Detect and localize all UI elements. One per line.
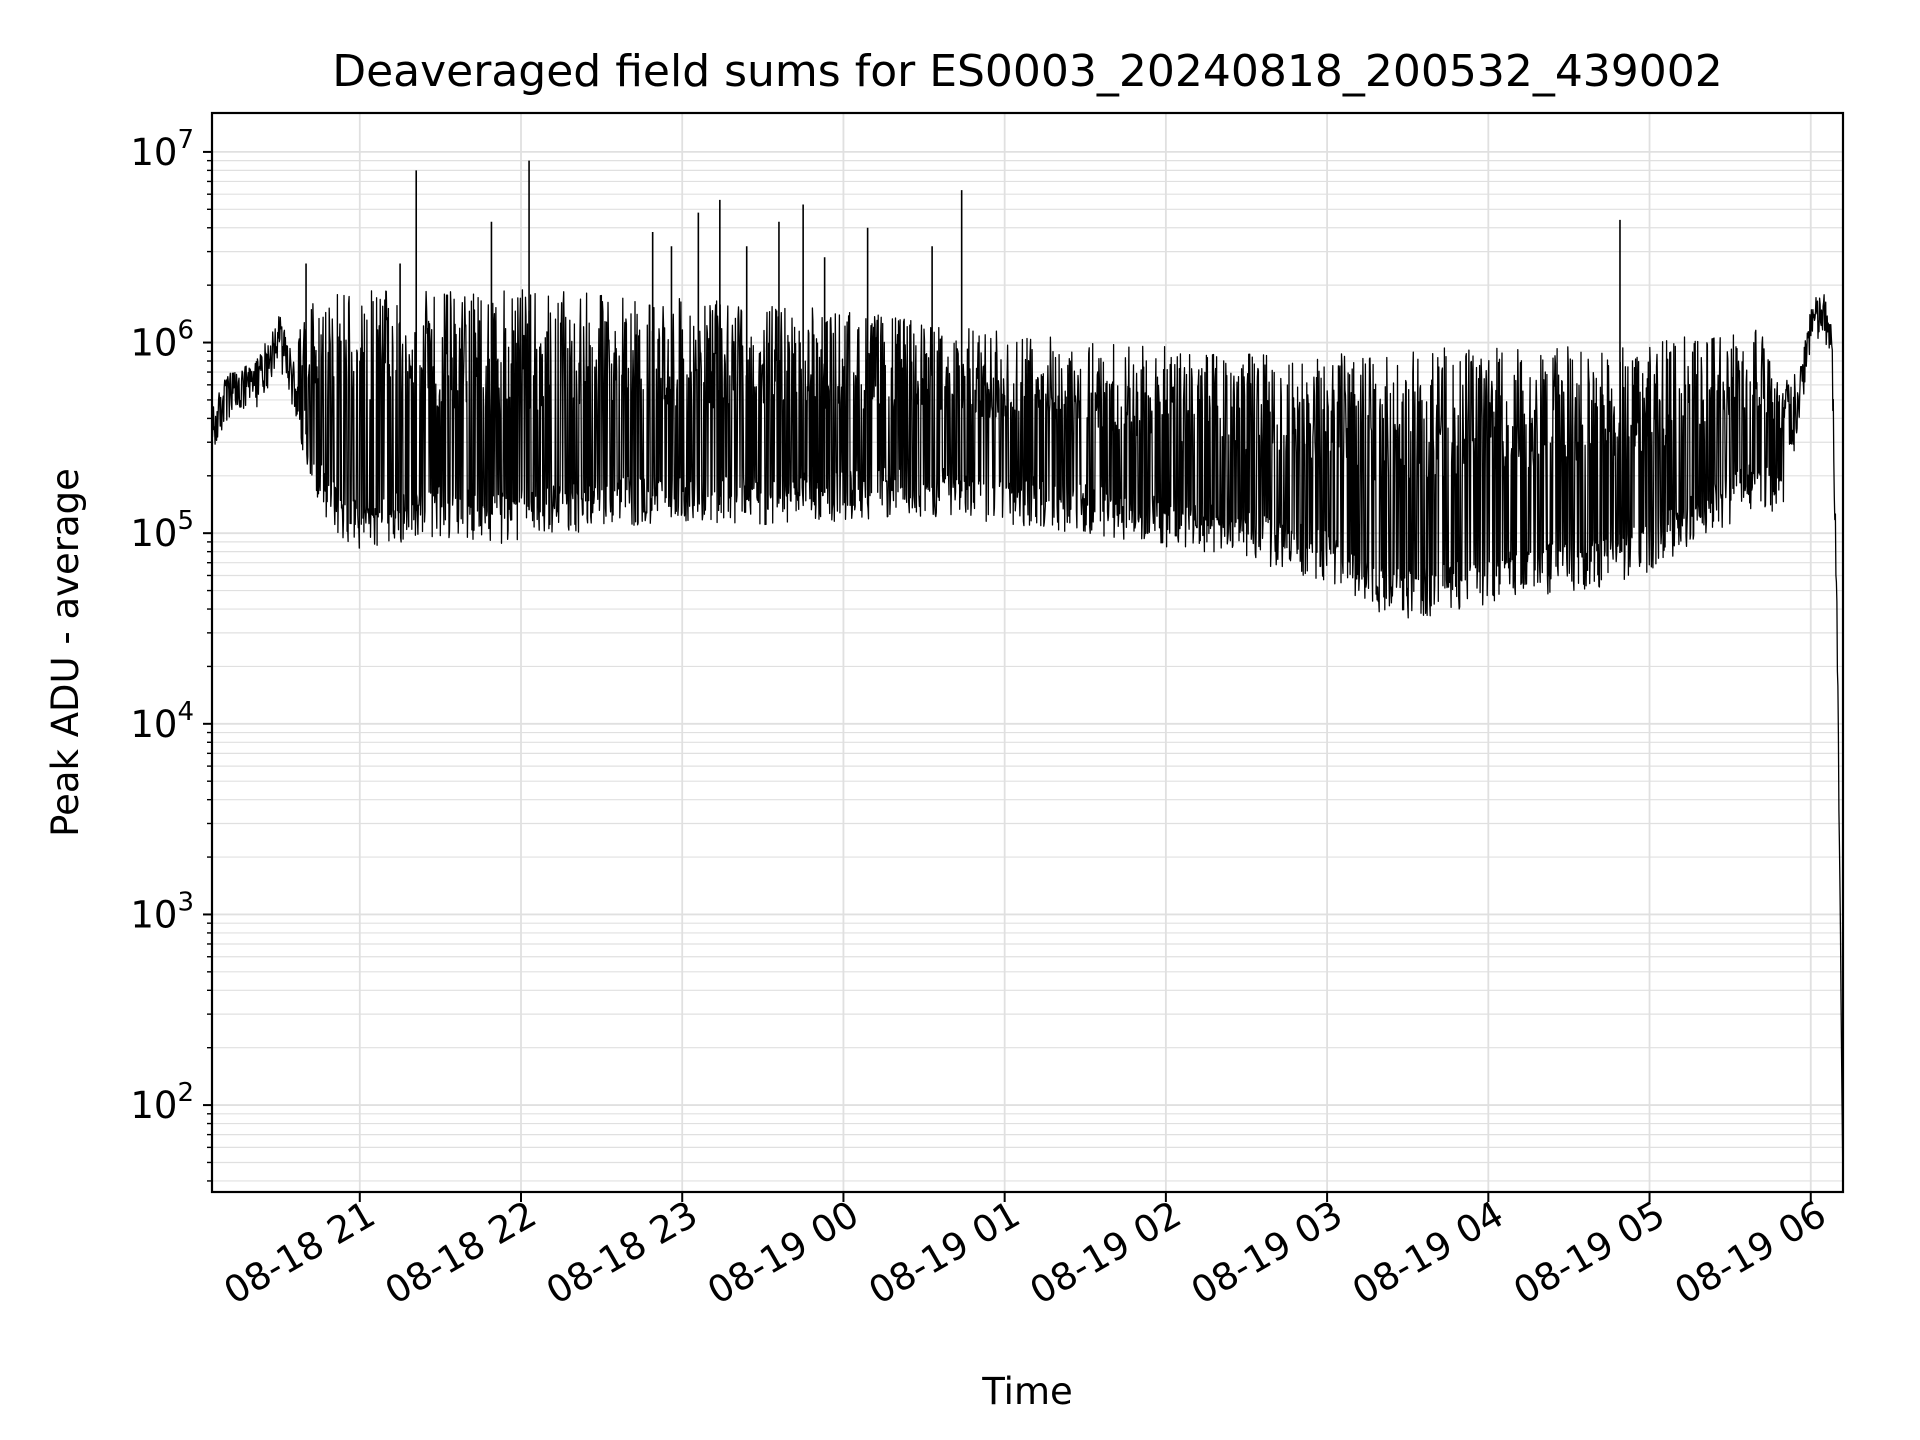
x-axis-label: Time: [981, 1370, 1073, 1413]
plot-frame: [210, 111, 1845, 1194]
plot-area: [211, 160, 1844, 1193]
y-axis-label: Peak ADU - average: [44, 468, 87, 837]
chart-title: Deaveraged field sums for ES0003_2024081…: [332, 46, 1723, 97]
y-tick-label: 104: [130, 697, 194, 746]
y-tick-label: 105: [130, 506, 194, 555]
y-tick-label: 102: [130, 1078, 194, 1127]
series-line: [211, 289, 1844, 1193]
y-tick-label: 106: [130, 316, 194, 365]
y-tick-label: 107: [130, 125, 194, 174]
y-tick-label: 103: [130, 887, 194, 936]
